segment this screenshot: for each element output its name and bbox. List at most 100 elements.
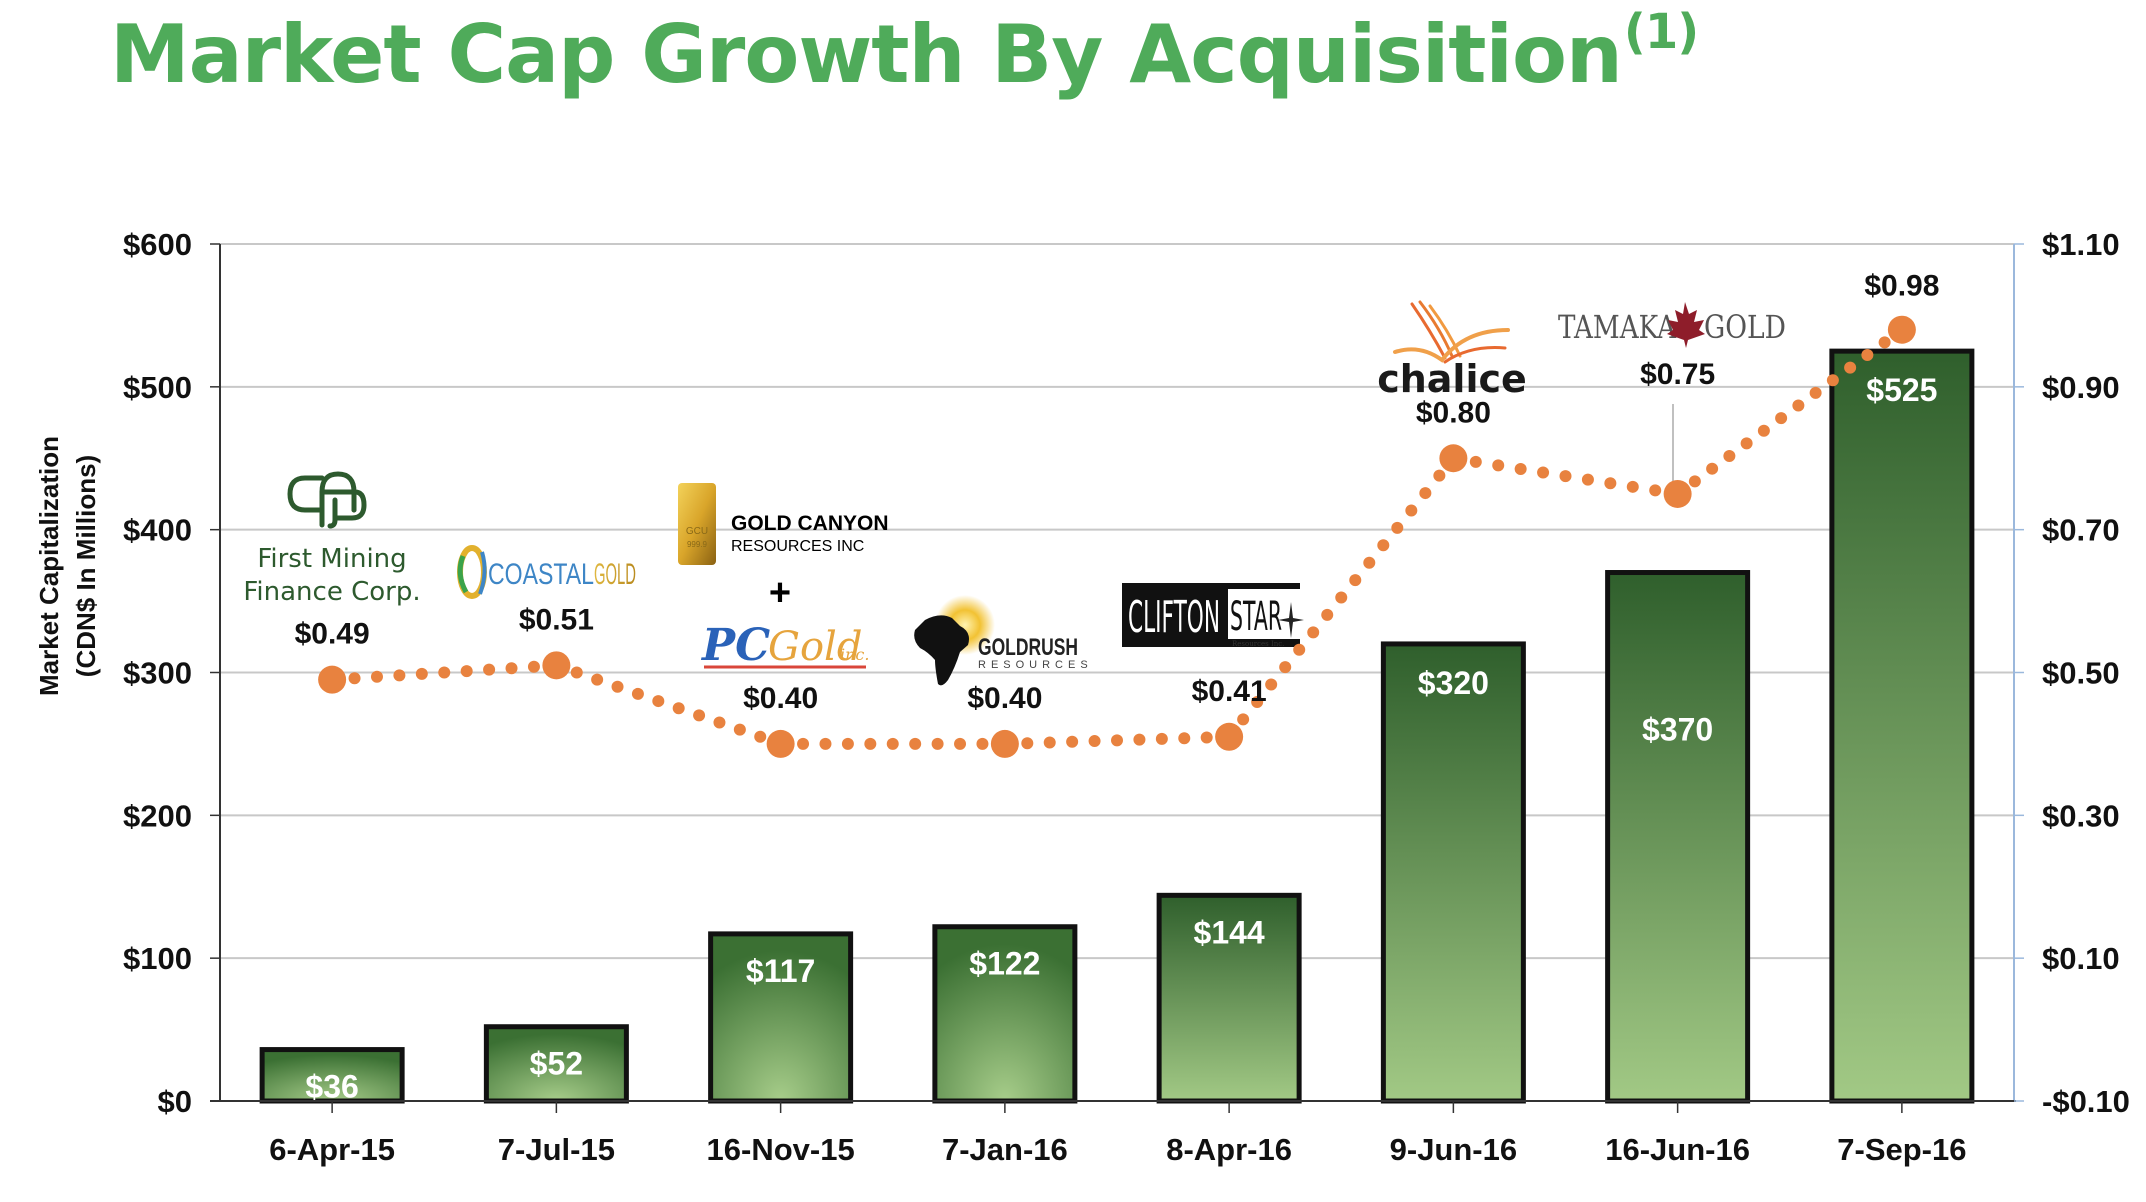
coastal-text: COASTAL	[488, 558, 594, 591]
gold-canyon-text: GOLD CANYON	[731, 512, 889, 535]
logo-coastal-gold: COASTAL GOLD	[457, 545, 636, 599]
x-tick-label: 7-Sep-16	[1837, 1132, 1966, 1167]
bar-value-label: $320	[1418, 665, 1489, 701]
logo-clifton-star: CLIFTON STAR Resources Inc.	[1122, 583, 1304, 648]
line-dot	[1604, 477, 1617, 490]
line-dot	[1391, 521, 1404, 534]
bar-value-label: $36	[305, 1069, 358, 1105]
bar-7-Jan-16	[932, 924, 1078, 1104]
line-dot	[1377, 539, 1390, 552]
line-dot	[841, 737, 854, 750]
line-dot	[652, 695, 665, 708]
pc-gold-text: Gold	[768, 624, 862, 670]
logo-goldrush: GOLDRUSH RESOURCES	[914, 595, 1088, 686]
line-dot	[1792, 399, 1805, 412]
line-dot	[1111, 734, 1123, 747]
line-dot	[460, 665, 473, 678]
pc-inc-text: inc.	[840, 645, 869, 664]
price-value-label: $0.40	[743, 682, 818, 715]
line-dot	[1537, 466, 1550, 479]
price-marker-16-Jun-16	[1663, 479, 1692, 508]
line-dot	[1066, 735, 1079, 748]
line-dot	[1626, 480, 1639, 493]
line-dot	[1363, 556, 1376, 569]
line-dot	[1514, 462, 1527, 475]
line-dot	[976, 737, 989, 750]
line-dot	[886, 737, 899, 750]
line-dot	[483, 663, 496, 676]
logo-gold-canyon: GCU 999.9 GOLD CANYON RESOURCES INC +	[678, 483, 889, 614]
coastal-gold-text: GOLD	[594, 558, 636, 591]
gold-bar-text: GCU	[686, 526, 708, 537]
x-tick-label: 7-Jan-16	[942, 1132, 1068, 1167]
tamaka-gold-text: GOLD	[1704, 308, 1786, 346]
y-tick-label: $500	[123, 370, 192, 405]
line-dot	[348, 672, 361, 685]
line-dot	[370, 670, 383, 683]
line-dot	[713, 716, 726, 729]
price-value-label: $0.80	[1416, 396, 1491, 429]
page-title: Market Cap Growth By Acquisition(1)	[110, 4, 1699, 101]
plus-sign: +	[769, 572, 791, 614]
price-value-label: $0.75	[1640, 358, 1715, 391]
goldrush-text: GOLDRUSH	[978, 634, 1078, 661]
line-dot	[1251, 695, 1264, 708]
x-tick-label: 16-Nov-15	[707, 1132, 855, 1167]
line-dot	[909, 737, 922, 750]
price-value-label: $0.49	[295, 618, 370, 651]
line-dot	[1775, 412, 1788, 425]
x-axis-ticks	[331, 1101, 1903, 1113]
bar-value-label: $144	[1194, 914, 1265, 950]
line-dot	[1043, 736, 1056, 749]
line-dot	[1405, 504, 1418, 517]
line-dot	[864, 737, 877, 750]
line-dot	[954, 737, 967, 750]
line-dot	[797, 737, 810, 750]
title-text: Market Cap Growth By Acquisition	[110, 8, 1623, 101]
line-dot	[1492, 459, 1505, 472]
line-dot	[1861, 348, 1874, 361]
bar-7-Sep-16	[1829, 348, 1975, 1104]
logo-tamaka-gold: TAMAKA GOLD	[1558, 302, 1786, 348]
line-dot	[1581, 473, 1594, 486]
line-dot	[1469, 455, 1482, 468]
chalice-text: chalice	[1377, 357, 1527, 401]
line-dot	[1321, 608, 1334, 621]
line-dot	[1200, 731, 1213, 744]
line-dot	[611, 680, 624, 693]
y-tick-label: $300	[123, 656, 192, 691]
x-tick-label: 6-Apr-15	[269, 1132, 395, 1167]
line-dot	[819, 737, 832, 750]
bars	[259, 348, 1975, 1104]
line-dot	[733, 723, 746, 736]
logo-pc-gold: PC Gold inc.	[700, 620, 869, 671]
price-marker-7-Jan-16	[990, 729, 1019, 758]
y-tick-label: $100	[123, 941, 192, 976]
y-tick-label: $600	[123, 227, 192, 262]
x-axis-labels: 6-Apr-15 7-Jul-15 16-Nov-15 7-Jan-16 8-Apr-1…	[269, 1132, 1966, 1167]
price-value-label: $0.41	[1192, 675, 1267, 708]
line-dot	[570, 666, 583, 679]
clifton-text: CLIFTON	[1128, 592, 1220, 643]
line-dot	[1826, 374, 1839, 387]
line-dot	[931, 737, 944, 750]
line-dot	[591, 673, 604, 686]
price-value-label: $0.40	[967, 682, 1042, 715]
africa-icon	[914, 615, 969, 686]
price-marker-8-Apr-16	[1215, 722, 1244, 751]
bar-16-Jun-16	[1605, 570, 1751, 1104]
tamaka-text: TAMAKA	[1558, 308, 1677, 346]
bar-9-Jun-16	[1380, 641, 1526, 1104]
clifton-sub: Resources Inc.	[1232, 640, 1284, 648]
y-axis-subtitle: (CDN$ In Millions)	[71, 455, 101, 677]
clifton-star-text: STAR	[1230, 594, 1282, 640]
bar-value-label: $117	[746, 953, 815, 989]
line-dot	[505, 662, 518, 675]
logo-chalice: chalice	[1377, 300, 1527, 401]
gold-canyon-sub: RESOURCES INC	[731, 538, 864, 555]
line-dot	[1237, 713, 1250, 726]
price-marker-6-Apr-15	[318, 665, 347, 694]
line-dot	[1021, 737, 1034, 750]
line-dot	[1649, 484, 1662, 497]
pc-text: PC	[700, 620, 770, 671]
